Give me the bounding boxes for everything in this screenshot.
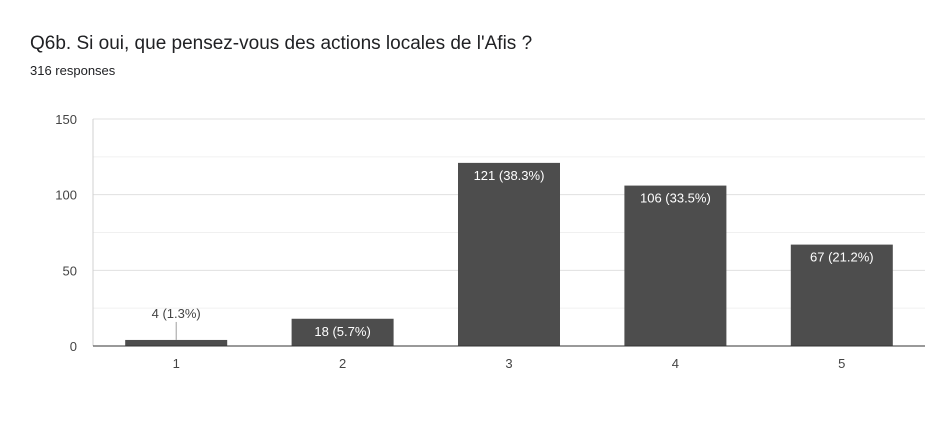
data-label: 67 (21.2%) — [810, 250, 874, 265]
x-tick-label: 3 — [505, 356, 512, 371]
data-label: 4 (1.3%) — [152, 306, 201, 321]
bar — [790, 244, 893, 346]
bar — [458, 162, 560, 346]
response-count: 316 responses — [30, 63, 116, 78]
bar — [291, 318, 394, 346]
data-label: 18 (5.7%) — [314, 324, 370, 339]
bar — [125, 339, 228, 346]
x-tick-label: 1 — [173, 356, 180, 371]
chart-title: Q6b. Si oui, que pensez-vous des actions… — [30, 33, 533, 54]
y-tick-label: 50 — [63, 263, 77, 278]
data-label: 106 (33.5%) — [640, 191, 711, 206]
bar — [624, 185, 727, 346]
x-tick-label: 4 — [672, 356, 679, 371]
y-tick-label: 100 — [55, 188, 77, 203]
y-tick-label: 150 — [55, 112, 77, 127]
y-tick-label: 0 — [70, 339, 77, 354]
x-tick-label: 2 — [339, 356, 346, 371]
data-label: 121 (38.3%) — [474, 168, 545, 183]
x-tick-label: 5 — [838, 356, 845, 371]
